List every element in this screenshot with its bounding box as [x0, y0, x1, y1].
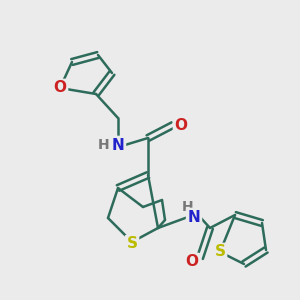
- Text: H: H: [182, 200, 194, 214]
- Text: S: S: [127, 236, 137, 251]
- Text: O: O: [185, 254, 199, 269]
- Text: N: N: [188, 209, 200, 224]
- Text: N: N: [112, 137, 124, 152]
- Text: S: S: [214, 244, 226, 260]
- Text: O: O: [175, 118, 188, 133]
- Text: H: H: [98, 138, 110, 152]
- Text: O: O: [53, 80, 67, 95]
